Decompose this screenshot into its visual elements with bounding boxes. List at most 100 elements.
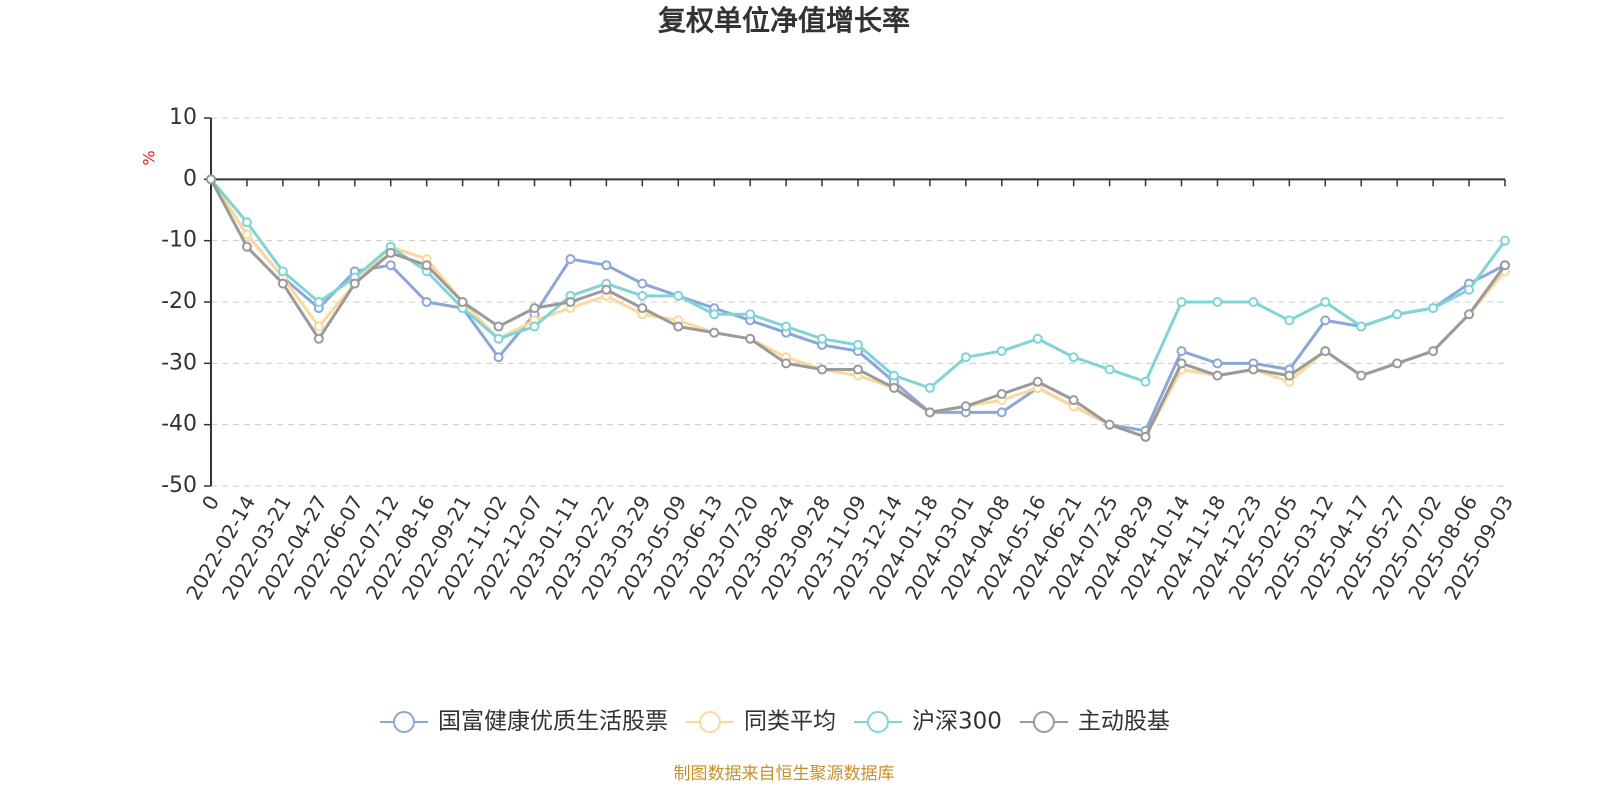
point-marker [996, 346, 1007, 357]
point-marker [385, 260, 396, 271]
point-marker [421, 260, 432, 271]
point-marker [1500, 260, 1510, 271]
point-marker [1320, 315, 1331, 326]
point-marker [745, 309, 756, 320]
y-tick-label: 0 [183, 166, 197, 191]
x-tick-label: 0 [197, 491, 224, 514]
point-marker [1140, 431, 1151, 442]
point-marker [1212, 297, 1223, 307]
point-marker [1392, 309, 1403, 320]
y-tick-label: -50 [161, 473, 197, 498]
point-marker [241, 241, 252, 252]
point-marker [493, 321, 504, 332]
point-marker [924, 382, 935, 393]
point-marker [1176, 358, 1187, 369]
y-tick-label: 10 [169, 105, 197, 130]
y-axis-unit: % [140, 150, 159, 165]
point-marker [457, 297, 468, 307]
point-marker [1464, 284, 1475, 295]
point-marker [996, 389, 1007, 399]
legend-marker [393, 711, 415, 733]
legend: 国富健康优质生活股票 同类平均 沪深300 主动股基 [380, 709, 1170, 735]
point-marker [277, 278, 288, 289]
series-line [209, 178, 1507, 390]
point-marker [1284, 370, 1295, 381]
legend-label: 沪深300 [912, 709, 1002, 735]
y-tick-label: -10 [161, 228, 197, 253]
point-marker [601, 260, 612, 271]
point-marker [493, 352, 504, 363]
point-marker [565, 297, 576, 307]
point-marker [313, 333, 324, 344]
point-marker [853, 364, 863, 375]
y-tick-label: -40 [161, 412, 197, 437]
point-marker [817, 333, 828, 344]
point-marker [1068, 395, 1079, 406]
legend-label: 主动股基 [1078, 709, 1170, 735]
point-marker [637, 290, 648, 301]
point-marker [277, 266, 288, 277]
point-marker [1140, 376, 1151, 387]
point-marker [673, 321, 684, 332]
point-marker [385, 247, 396, 258]
point-marker [1212, 370, 1223, 381]
y-tick-label: -20 [161, 289, 197, 314]
point-marker [241, 229, 252, 240]
series-line [209, 178, 1506, 433]
point-marker [888, 382, 899, 393]
point-marker [637, 303, 648, 314]
point-marker [1068, 352, 1079, 363]
point-marker [1320, 297, 1331, 307]
point-marker [349, 278, 360, 289]
point-marker [781, 358, 792, 369]
point-marker [1464, 309, 1475, 320]
point-marker [781, 321, 792, 332]
legend-marker [1032, 711, 1055, 733]
point-marker [817, 364, 828, 375]
point-marker [960, 352, 971, 363]
point-marker [853, 339, 863, 350]
chart-title: 复权单位净值增长率 [658, 4, 910, 37]
point-marker [1428, 346, 1439, 357]
point-marker [1428, 303, 1439, 314]
point-marker [888, 370, 899, 381]
point-marker [1356, 370, 1367, 381]
point-marker [1176, 346, 1187, 357]
point-marker [1104, 364, 1115, 375]
point-marker [529, 321, 540, 332]
point-marker [960, 401, 971, 412]
point-marker [709, 327, 720, 338]
point-marker [637, 278, 648, 289]
point-marker [313, 297, 324, 307]
y-tick-label: -30 [161, 350, 197, 375]
point-marker [565, 254, 576, 265]
point-marker [1212, 358, 1223, 369]
legend-marker [867, 711, 889, 733]
point-marker [1284, 315, 1295, 326]
point-marker [313, 321, 324, 332]
point-marker [1248, 297, 1259, 307]
point-marker [745, 333, 756, 344]
point-marker [924, 407, 935, 418]
point-marker [1032, 333, 1043, 344]
point-marker [1176, 297, 1187, 307]
point-marker [673, 290, 684, 301]
source-note: 制图数据来自恒生聚源数据库 [674, 764, 895, 784]
point-marker [529, 303, 540, 314]
point-marker [1500, 235, 1510, 246]
point-marker [1104, 419, 1115, 430]
point-marker [1356, 321, 1367, 332]
point-marker [1320, 346, 1331, 357]
point-marker [1248, 364, 1259, 375]
point-marker [709, 309, 720, 320]
point-marker [206, 174, 216, 185]
legend-label: 国富健康优质生活股票 [438, 709, 668, 735]
point-marker [421, 297, 432, 307]
point-marker [996, 407, 1007, 418]
point-marker [1032, 376, 1043, 387]
point-marker [493, 333, 504, 344]
point-marker [1392, 358, 1403, 369]
legend-marker [699, 711, 721, 733]
